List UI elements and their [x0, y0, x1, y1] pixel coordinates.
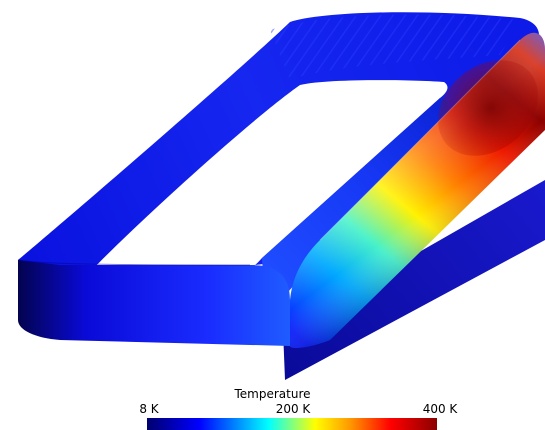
coil-inner-wall: [262, 97, 449, 295]
coil-far-end-texture: [270, 14, 520, 81]
hot-spot: [437, 60, 539, 156]
colorbar-title: Temperature: [234, 387, 311, 401]
coil-left-end-face: [18, 260, 290, 346]
support-plate: [283, 180, 545, 380]
colorbar-tick-mid: 200 K: [275, 402, 311, 416]
colorbar-tick-max: 400 K: [422, 402, 458, 416]
colorbar-gradient: [147, 418, 437, 430]
coil-top-surface: [18, 12, 540, 271]
colorbar-tick-min: 8 K: [139, 402, 159, 416]
